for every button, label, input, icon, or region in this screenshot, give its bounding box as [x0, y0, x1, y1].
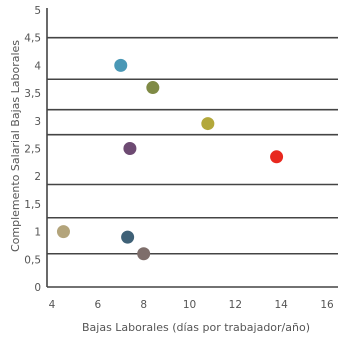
data-point — [146, 81, 160, 95]
y-tick-label: 5 — [34, 5, 41, 17]
data-point — [121, 230, 135, 244]
x-tick-label: 8 — [140, 299, 147, 311]
data-point — [270, 150, 284, 164]
y-axis-label: Complemento Salarial Bajas Laborales — [9, 40, 22, 252]
y-tick-label: 2 — [34, 171, 41, 183]
x-tick-label: 6 — [94, 299, 101, 311]
x-tick-label: 16 — [320, 299, 334, 311]
y-tick-label: 2,5 — [24, 144, 41, 156]
y-tick-label: 0 — [34, 282, 41, 294]
y-tick-label: 1 — [34, 227, 41, 239]
x-tick-label: 10 — [183, 299, 196, 311]
x-axis-label: Bajas Laborales (días por trabajador/año… — [82, 321, 310, 334]
y-tick-label: 1,5 — [24, 199, 41, 211]
y-tick-labels: 0 0,5 1 1,5 2 2,5 3 3,5 4 4,5 5 — [24, 5, 41, 294]
data-point — [123, 142, 137, 155]
data-point — [114, 58, 128, 72]
gridlines — [47, 36, 338, 255]
x-tick-label: 4 — [49, 299, 56, 311]
data-points — [56, 58, 284, 261]
data-point — [201, 117, 215, 131]
data-point — [56, 225, 70, 239]
y-tick-label: 3 — [34, 116, 41, 128]
x-tick-labels: 4 6 8 10 12 14 16 — [49, 299, 334, 311]
axes — [46, 8, 338, 288]
y-tick-label: 4,5 — [24, 33, 41, 45]
x-tick-label: 12 — [229, 299, 242, 311]
y-tick-label: 0,5 — [24, 254, 41, 266]
x-tick-label: 14 — [274, 299, 288, 311]
y-tick-label: 3,5 — [24, 88, 41, 100]
y-tick-label: 4 — [34, 60, 41, 72]
data-point — [137, 247, 151, 261]
